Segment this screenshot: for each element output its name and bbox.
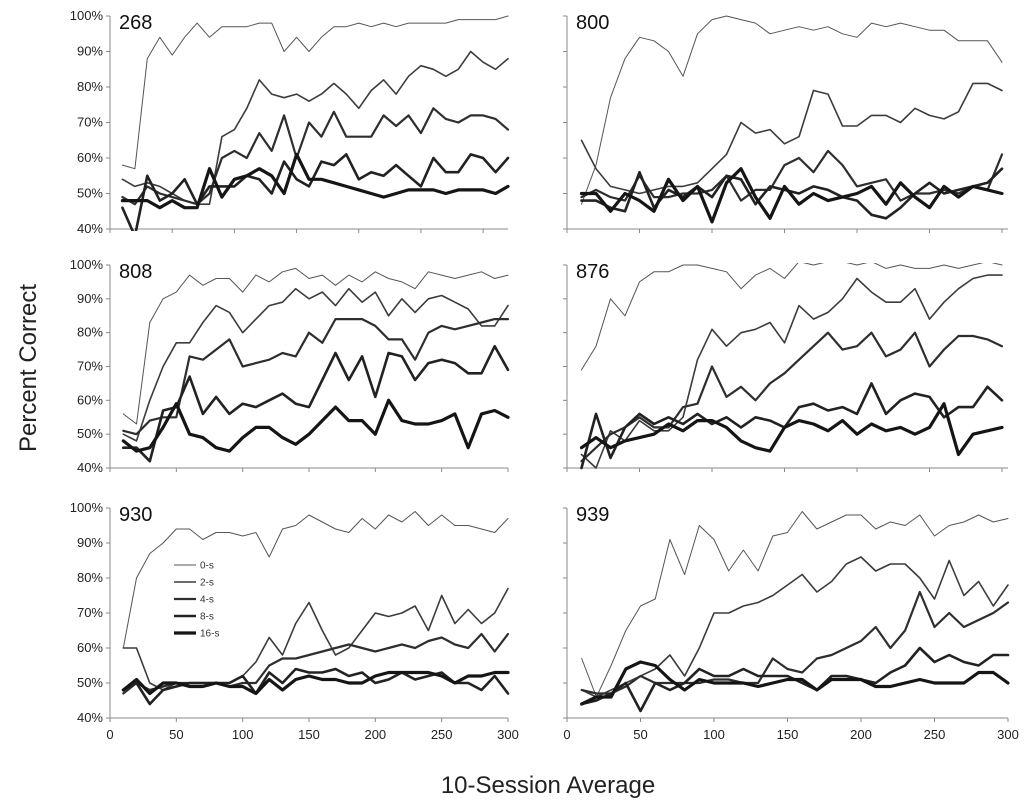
series-line-8-s (122, 344, 510, 463)
y-tick-label: 80% (77, 570, 103, 585)
x-tick-label: 150 (777, 727, 799, 742)
panel-876: 876 (563, 261, 1008, 472)
x-tick-label: 50 (633, 727, 647, 742)
x-tick-label: 100 (703, 727, 725, 742)
panel-268: 40% 50% 60% 70% 80% 90% 100% 268 (70, 8, 510, 236)
panel-label: 930 (119, 504, 152, 526)
series-group (579, 263, 1004, 470)
panel-label: 268 (119, 12, 152, 34)
y-axis-title: Percent Correct (15, 284, 42, 452)
series-line-4-s (121, 107, 510, 206)
legend-label-4-s: 4-s (200, 595, 214, 606)
x-axis-title: 10-Session Average (441, 772, 655, 799)
series-group (580, 511, 1010, 713)
y-tick-label: 70% (77, 115, 103, 130)
panel-800: 800 (563, 12, 1008, 233)
y-tick-label: 90% (77, 291, 103, 306)
series-group (121, 511, 510, 706)
series-line-0-s (581, 511, 1009, 698)
series-line-0-s (121, 15, 509, 170)
x-tick-label: 0 (563, 727, 570, 742)
y-tick-label: 50% (77, 675, 103, 690)
y-tick-label: 50% (77, 426, 103, 441)
series-group (121, 267, 510, 463)
series-line-2-s (580, 556, 1009, 698)
y-tick-label: 70% (77, 605, 103, 620)
legend: 0-s 2-s 4-s 8-s 16-s (174, 561, 219, 640)
series-line-16-s (121, 670, 510, 696)
x-tick-label: 250 (924, 727, 946, 742)
panel-label: 800 (576, 12, 609, 34)
y-tick-label: 60% (77, 150, 103, 165)
y-tick-label: 100% (70, 257, 104, 272)
series-line-16-s (579, 167, 1004, 224)
y-tick-label: 100% (70, 500, 104, 515)
series-line-8-s (580, 167, 1004, 220)
series-line-8-s (121, 153, 510, 231)
y-tick-label: 40% (77, 460, 103, 475)
panel-939: 0 50 100 150 200 250 300 939 (563, 504, 1019, 742)
panel-label: 939 (576, 504, 609, 526)
y-tick-label: 50% (77, 186, 103, 201)
series-line-8-s (122, 667, 510, 706)
series-line-16-s (121, 398, 510, 453)
y-tick-label: 80% (77, 325, 103, 340)
x-tick-label: 200 (364, 727, 386, 742)
series-line-4-s (122, 318, 510, 436)
series-line-2-s (580, 274, 1003, 469)
series-line-16-s (120, 152, 510, 210)
legend-label-8-s: 8-s (200, 612, 214, 623)
x-tick-label: 200 (850, 727, 872, 742)
legend-label-2-s: 2-s (200, 578, 214, 589)
series-group (120, 15, 510, 231)
y-tick-label: 60% (77, 392, 103, 407)
series-line-2-s (121, 50, 509, 205)
x-tick-label: 50 (169, 727, 183, 742)
panel-label: 808 (119, 261, 152, 283)
y-tick-label: 100% (70, 8, 104, 23)
x-tick-label: 300 (997, 727, 1019, 742)
y-tick-label: 60% (77, 640, 103, 655)
y-tick-label: 80% (77, 79, 103, 94)
series-line-4-s (580, 149, 1004, 202)
panel-930: 40% 50% 60% 70% 80% 90% 100% 0 50 100 150 200 250 300… (70, 500, 519, 742)
series-line-2-s (122, 587, 509, 691)
y-tick-label: 90% (77, 535, 103, 550)
series-line-8-s (580, 382, 1004, 470)
panels: 40% 50% 60% 70% 80% 90% 100% 268 800 40% 50% 60% 70%… (70, 8, 1019, 742)
panel-label: 876 (576, 261, 609, 283)
x-tick-label: 300 (497, 727, 519, 742)
series-line-2-s (580, 82, 1003, 195)
series-line-4-s (580, 590, 1010, 695)
series-line-0-s (581, 15, 1003, 205)
series-line-0-s (122, 511, 509, 649)
legend-label-16-s: 16-s (200, 629, 219, 640)
series-group (579, 15, 1004, 224)
x-tick-label: 100 (232, 727, 254, 742)
series-line-2-s (122, 287, 509, 442)
x-tick-label: 0 (106, 727, 113, 742)
series-line-16-s (579, 402, 1004, 457)
panel-808: 40% 50% 60% 70% 80% 90% 100% 808 (70, 257, 510, 475)
series-line-0-s (122, 267, 509, 425)
x-tick-label: 150 (298, 727, 320, 742)
legend-label-0-s: 0-s (200, 561, 214, 572)
series-line-16-s (580, 660, 1010, 706)
y-tick-label: 70% (77, 359, 103, 374)
y-tick-label: 90% (77, 44, 103, 59)
y-tick-label: 40% (77, 710, 103, 725)
series-line-0-s (581, 263, 1003, 371)
x-tick-label: 250 (431, 727, 453, 742)
series-line-4-s (580, 331, 1004, 463)
y-tick-label: 40% (77, 221, 103, 236)
